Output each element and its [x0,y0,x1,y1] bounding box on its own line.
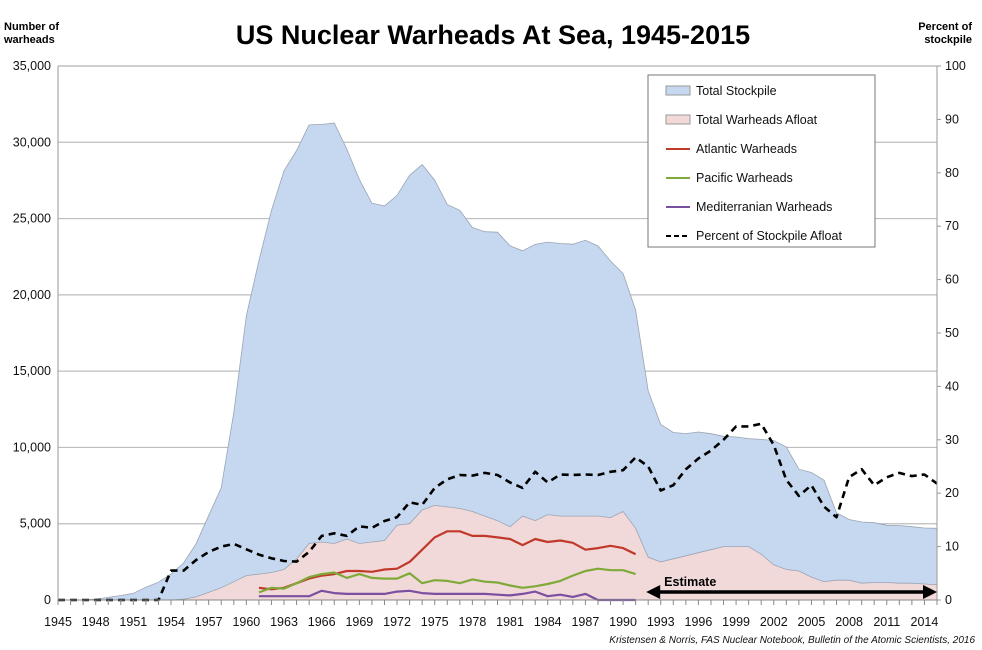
left-tick-label: 35,000 [13,59,51,73]
x-tick-label: 1972 [383,615,411,629]
x-tick-label: 2005 [798,615,826,629]
x-tick-label: 2008 [835,615,863,629]
left-tick-label: 10,000 [13,440,51,454]
x-tick-label: 2014 [911,615,939,629]
right-tick-label: 80 [945,166,959,180]
right-tick-label: 100 [945,59,966,73]
x-tick-label: 1960 [232,615,260,629]
right-tick-label: 10 [945,540,959,554]
estimate-label: Estimate [664,575,716,589]
x-tick-label: 1948 [82,615,110,629]
line-atlantic-warheads [258,530,637,591]
x-tick-label: 1978 [458,615,486,629]
line-percent-of-stockpile-afloat [58,422,938,602]
x-tick-label: 2002 [760,615,788,629]
legend-label-mediterranian-warheads: Mediterranian Warheads [696,200,832,214]
left-tick-label: 0 [44,593,51,607]
legend-label-percent-of-stockpile-afloat: Percent of Stockpile Afloat [696,229,842,243]
left-tick-label: 30,000 [13,135,51,149]
x-tick-label: 1963 [270,615,298,629]
legend-box [647,74,876,248]
x-tick-label: 1957 [195,615,223,629]
line-pacific-warheads [258,567,636,594]
estimate-annotation: Estimate [646,575,937,599]
left-tick-label: 15,000 [13,364,51,378]
x-tick-label: 1999 [722,615,750,629]
right-tick-label: 60 [945,273,959,287]
x-tick-label: 1996 [685,615,713,629]
right-tick-label: 30 [945,433,959,447]
left-axis-label: Number of warheads [3,21,59,46]
x-tick-label: 1951 [119,615,147,629]
estimate-arrowhead-left [646,585,661,599]
x-tick-label: 1987 [571,615,599,629]
area-total-stockpile [57,122,938,601]
estimate-arrowhead-right [923,585,937,599]
legend-label-total-warheads-afloat: Total Warheads Afloat [696,113,818,127]
line-mediterranian-warheads [258,589,636,602]
right-tick-label: 50 [945,326,959,340]
legend-swatch-total-stockpile [665,85,691,96]
x-tick-label: 1981 [496,615,524,629]
right-tick-label: 40 [945,379,959,393]
x-tick-label: 1975 [421,615,449,629]
right-tick-label: 20 [945,486,959,500]
legend: Total Stockpile Total Warheads Afloat Atla… [647,74,876,248]
legend-swatch-total-warheads-afloat [665,114,691,125]
x-tick-label: 2011 [873,615,900,629]
area-total-warheads-afloat [58,504,938,601]
right-tick-label: 0 [945,593,952,607]
legend-label-pacific-warheads: Pacific Warheads [696,171,793,185]
left-tick-label: 20,000 [13,288,51,302]
legend-label-atlantic-warheads: Atlantic Warheads [696,142,797,156]
right-tick-label: 90 [945,112,959,126]
x-tick-label: 1969 [345,615,373,629]
left-tick-label: 5,000 [20,517,51,531]
x-tick-label: 1993 [647,615,675,629]
left-tick-label: 25,000 [13,212,51,226]
chart-title: US Nuclear Warheads At Sea, 1945-2015 [236,20,750,50]
x-tick-label: 1990 [609,615,637,629]
legend-label-total-stockpile: Total Stockpile [696,84,777,98]
x-tick-label: 1966 [308,615,336,629]
right-tick-label: 70 [945,219,959,233]
x-tick-label: 1945 [44,615,72,629]
x-tick-label: 1954 [157,615,185,629]
right-axis-label: Percent of stockpile [918,21,972,46]
source-citation: Kristensen & Norris, FAS Nuclear Noteboo… [609,635,975,646]
x-tick-label: 1984 [534,615,562,629]
